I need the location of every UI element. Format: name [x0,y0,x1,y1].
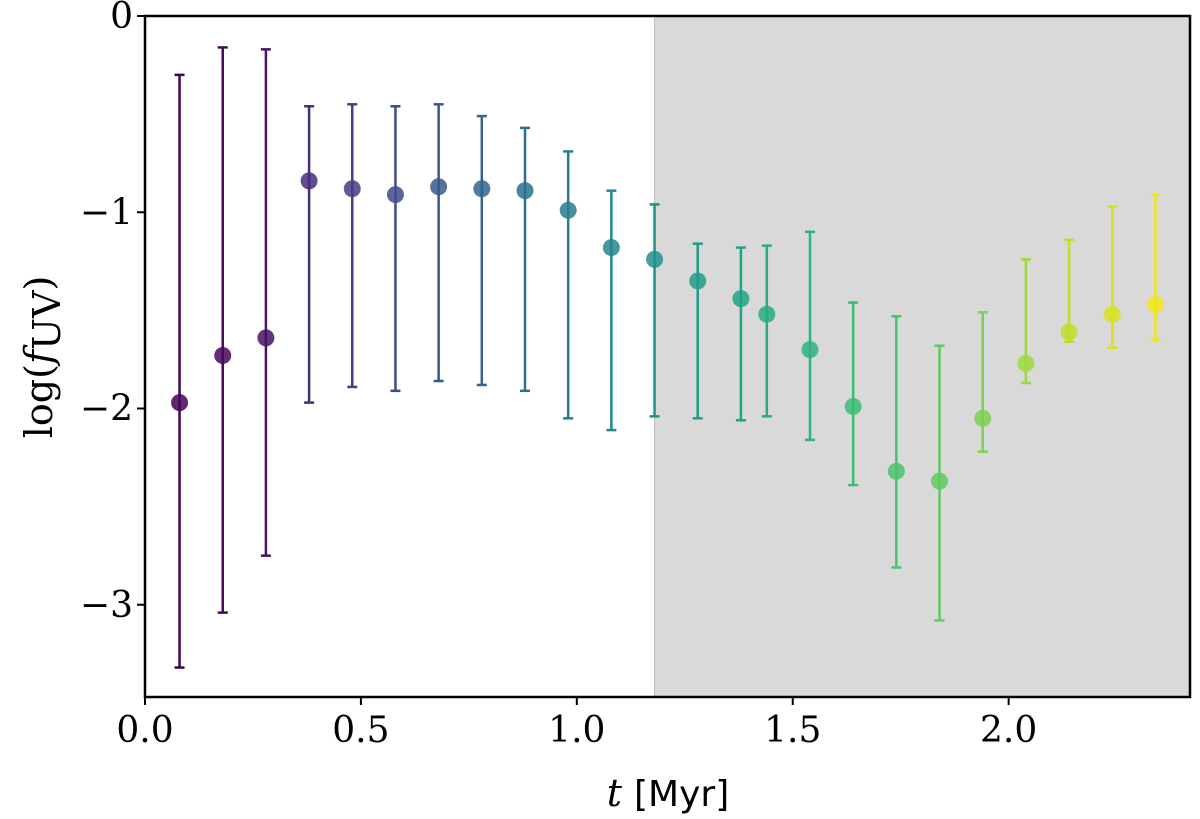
data-marker [473,180,491,198]
data-marker [758,305,776,323]
data-marker [516,182,534,200]
series-layer [171,46,1164,669]
data-point-4 [343,103,361,389]
y-axis-ticks: 0 −1 −2 −3 [80,0,145,626]
y-axis-label-close: ) [17,276,61,291]
data-marker [732,290,750,308]
plot-frame [143,14,1192,699]
x-axis-label: t [Myr] [607,771,730,815]
data-marker [300,172,318,190]
data-point-21 [1060,238,1078,344]
y-tick-label: −2 [80,389,133,430]
data-marker [974,409,992,427]
data-point-9 [559,150,577,420]
x-tick-label: 0.5 [332,710,389,751]
shaded-region-layer [654,16,1190,697]
data-marker [689,272,707,290]
data-marker [214,347,232,365]
data-marker [386,186,404,204]
data-point-18 [931,344,949,622]
data-point-12 [689,242,707,420]
data-marker [931,472,949,490]
x-axis-label-var: t [607,771,623,815]
data-marker [1017,354,1035,372]
data-point-15 [801,230,819,442]
x-tick-label: 0.0 [116,710,173,751]
data-marker [1103,305,1121,323]
y-tick-label: −1 [80,192,133,233]
x-tick-label: 1.5 [764,710,821,751]
data-marker [343,180,361,198]
data-point-3 [300,105,318,404]
data-marker [1146,295,1164,313]
data-point-13 [732,246,750,422]
data-point-6 [430,103,448,383]
data-marker [602,239,620,257]
data-marker [646,250,664,268]
data-point-19 [974,311,992,453]
y-axis-label-sub: UV [25,290,69,350]
y-axis-label: log(fUV) [17,276,69,439]
y-tick-label: −3 [80,585,133,626]
data-point-11 [646,203,664,418]
x-tick-label: 1.0 [548,710,605,751]
data-point-8 [516,126,534,393]
data-point-5 [386,105,404,393]
data-point-7 [473,114,491,387]
data-point-10 [602,189,620,432]
data-marker [887,462,905,480]
data-point-2 [257,48,275,557]
data-point-17 [887,315,905,569]
data-point-14 [758,244,776,418]
data-point-1 [214,46,232,614]
data-marker [171,394,189,412]
data-marker [430,178,448,196]
data-point-16 [844,301,862,487]
x-tick-label: 2.0 [980,710,1037,751]
shaded-region [654,16,1190,697]
data-point-20 [1017,258,1035,385]
data-point-22 [1103,205,1121,349]
data-marker [559,201,577,219]
x-axis-ticks: 0.0 0.5 1.0 1.5 2.0 [116,697,1037,751]
y-tick-label: 0 [110,0,133,37]
data-marker [844,398,862,416]
x-axis-label-unit: [Myr] [634,774,729,815]
data-marker [1060,323,1078,341]
data-point-0 [171,73,189,669]
data-point-23 [1146,193,1164,342]
data-marker [801,341,819,359]
y-axis-label-func: log( [17,364,61,438]
data-marker [257,329,275,347]
